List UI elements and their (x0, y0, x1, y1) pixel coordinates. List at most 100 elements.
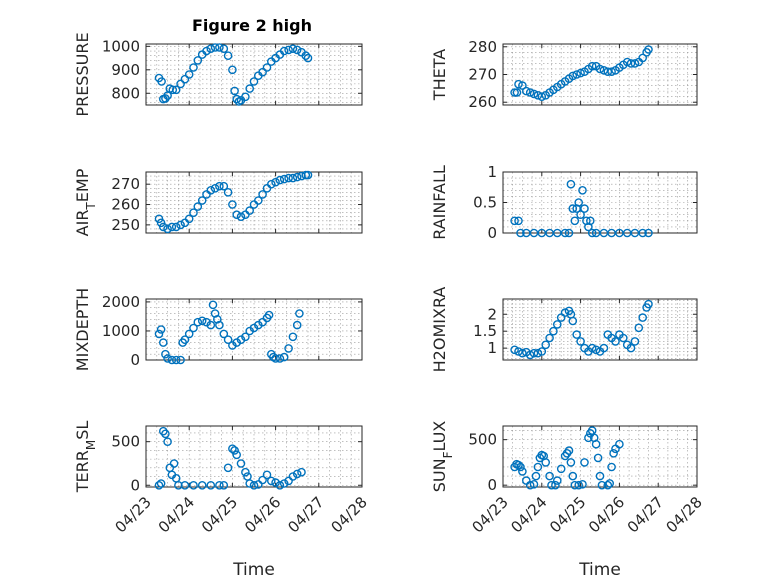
data-point (595, 64, 605, 74)
data-point (303, 53, 313, 63)
data-point (210, 183, 220, 193)
x-tick-label: 04/26 (241, 493, 284, 536)
y-tick-label: 0 (487, 476, 497, 494)
data-point (288, 332, 298, 342)
data-point (619, 333, 628, 343)
data-point (156, 218, 166, 228)
data-point (288, 472, 298, 481)
data-point (551, 480, 560, 490)
data-point (541, 340, 551, 350)
data-point (553, 476, 562, 485)
data-point (219, 44, 229, 54)
data-point (275, 175, 285, 185)
data-point (603, 67, 613, 76)
data-point (611, 337, 620, 346)
y-tick-label: 1000 (102, 37, 140, 55)
data-point (288, 173, 298, 183)
y-axis-label: THETA (430, 49, 449, 101)
data-point (156, 479, 166, 488)
data-point (157, 77, 166, 86)
data-point (161, 349, 170, 359)
data-point (516, 228, 525, 238)
x-tick-label: 04/24 (507, 493, 550, 536)
data-point (258, 190, 267, 199)
y-tick-label: 1 (487, 163, 497, 181)
x-tick-label: 04/27 (284, 493, 327, 536)
data-point (529, 89, 539, 99)
data-point (301, 51, 311, 61)
y-axis-label: RAINFALL (430, 165, 449, 240)
data-point (253, 480, 263, 489)
data-point (212, 314, 222, 324)
data-point (595, 471, 605, 481)
data-point (176, 355, 185, 365)
data-point (167, 222, 177, 232)
data-point (219, 329, 229, 339)
data-point (518, 348, 527, 358)
y-tick-label: 500 (468, 431, 497, 449)
data-point (292, 45, 302, 55)
data-point (241, 92, 250, 102)
data-point (193, 317, 203, 327)
y-tick-label: 900 (111, 61, 140, 79)
data-point (266, 179, 276, 189)
panel-4: 0 0.5 1 RAINFALL (430, 163, 698, 242)
data-point (580, 458, 589, 467)
data-point (271, 177, 280, 187)
y-tick-label: 2 (487, 305, 497, 323)
data-point (184, 214, 194, 224)
data-point (292, 320, 302, 330)
data-point (206, 44, 216, 54)
panel-5: 0 1000 2000 MIXDEPTH (73, 288, 363, 371)
data-point (163, 224, 172, 234)
panel-2: 260 270 280 THETA (430, 38, 698, 111)
data-point (607, 67, 616, 76)
data-point (161, 429, 170, 439)
data-point (556, 464, 566, 474)
y-tick-label: 0 (487, 224, 497, 242)
data-point (295, 309, 304, 318)
data-point (215, 320, 224, 330)
y-tick-label: 260 (111, 196, 140, 214)
data-point (197, 316, 207, 326)
data-point (219, 181, 229, 191)
data-point (644, 299, 653, 309)
data-point (154, 329, 164, 339)
data-point (578, 479, 587, 489)
data-point (158, 426, 168, 436)
data-point (566, 458, 576, 467)
data-point (547, 480, 556, 490)
data-point (626, 343, 636, 353)
data-point (230, 86, 239, 96)
data-point (529, 479, 539, 489)
data-point (578, 185, 587, 195)
data-point (288, 44, 298, 54)
data-point (219, 480, 229, 490)
axes-box (145, 43, 363, 106)
data-point (644, 228, 653, 238)
axes-box (502, 298, 698, 361)
data-point (644, 45, 653, 54)
data-point (512, 88, 522, 97)
data-point (171, 85, 181, 95)
data-point (634, 323, 644, 333)
data-point (580, 204, 589, 213)
data-point (271, 478, 280, 487)
data-point (584, 433, 593, 443)
data-point (245, 84, 254, 93)
data-point (537, 347, 547, 356)
data-point (516, 462, 525, 472)
data-point (284, 344, 293, 353)
data-point (232, 450, 241, 460)
x-tick-label: 04/25 (198, 493, 241, 536)
data-point (284, 476, 293, 486)
data-point (576, 210, 585, 219)
data-point (545, 471, 554, 481)
panel-3: 250 260 270 AIRTEMP (73, 168, 363, 236)
data-point (171, 355, 181, 365)
data-point (241, 467, 250, 477)
data-point (258, 67, 267, 77)
data-point (531, 471, 541, 481)
data-point (232, 94, 241, 104)
